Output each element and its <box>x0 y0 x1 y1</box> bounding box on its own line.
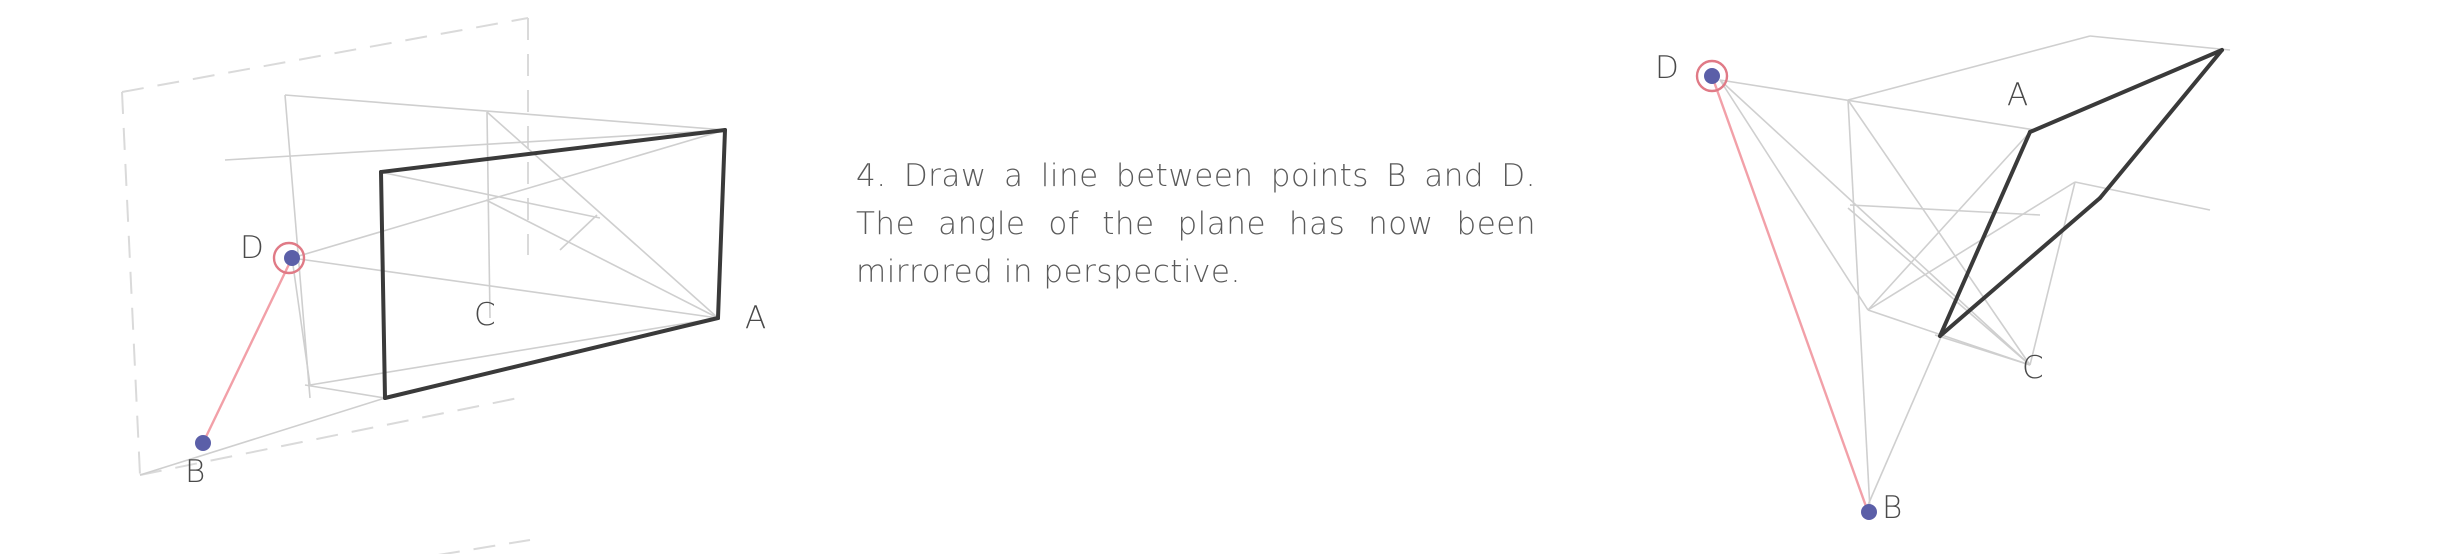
right-label-c: C <box>2022 350 2044 386</box>
left-construction-lines <box>139 94 726 476</box>
left-point-d-ring <box>272 241 306 275</box>
left-label-a: A <box>745 300 766 336</box>
right-point-b <box>1861 504 1877 520</box>
right-label-d: D <box>1655 50 1679 86</box>
right-plane-edges <box>1938 48 2224 338</box>
right-construction-lines <box>1719 35 2231 511</box>
left-dashed-frame <box>121 17 531 554</box>
left-figure: D B C A <box>121 17 766 554</box>
right-point-d <box>1704 68 1720 84</box>
right-point-d-ring <box>1695 59 1729 93</box>
right-label-a: A <box>2007 77 2028 113</box>
instruction-caption: 4. Draw a line between points B and D. T… <box>856 152 1536 296</box>
left-point-d <box>284 250 300 266</box>
right-line-b-d <box>1710 75 1870 513</box>
left-label-b: B <box>185 454 205 490</box>
caption-line-1: 4. Draw a line between points B and D. <box>856 158 1536 194</box>
left-label-c: C <box>474 297 496 333</box>
left-box-edges <box>379 128 727 400</box>
right-figure: D A C B <box>1655 35 2231 526</box>
left-point-b <box>195 435 211 451</box>
left-label-d: D <box>240 230 264 266</box>
right-label-b: B <box>1882 490 1902 526</box>
left-line-b-d <box>201 257 294 444</box>
caption-line-3: mirrored in perspective. <box>856 254 1241 290</box>
caption-line-2: The angle of the plane has now been <box>856 206 1536 242</box>
